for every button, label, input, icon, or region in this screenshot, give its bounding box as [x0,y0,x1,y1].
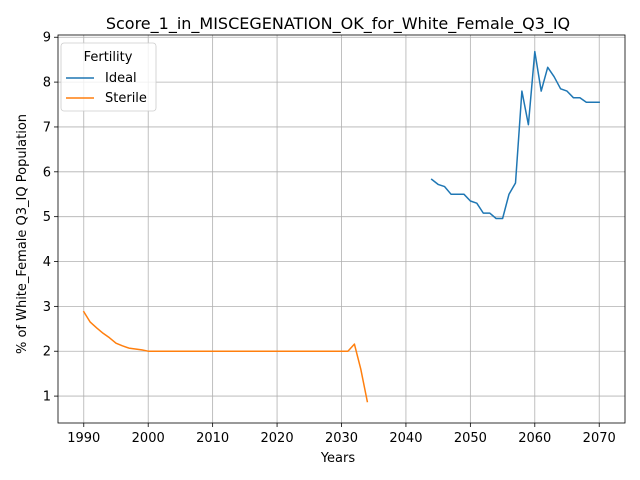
chart-title: Score_1_in_MISCEGENATION_OK_for_White_Fe… [106,14,570,34]
series-lines [82,50,600,403]
legend-label-ideal: Ideal [105,71,137,86]
y-tick-label: 1 [43,390,51,405]
y-tick-label: 5 [43,210,51,225]
series-line-sterile [82,310,369,403]
y-tick-label: 6 [43,165,51,180]
legend-box [60,42,157,112]
x-tick-label: 2060 [518,431,551,446]
legend: Fertility Ideal Sterile [60,42,157,112]
legend-title: Fertility [84,50,133,65]
x-axis-ticks: 1990 2000 2010 2020 2030 2040 2050 2060 2070 [67,423,616,446]
y-tick-label: 8 [43,76,51,91]
x-axis-label: Years [320,451,356,466]
y-tick-label: 9 [43,31,51,46]
x-tick-label: 2010 [196,431,229,446]
legend-label-sterile: Sterile [105,91,147,106]
x-tick-label: 2040 [389,431,422,446]
x-tick-label: 2030 [325,431,358,446]
y-tick-label: 4 [43,255,51,270]
x-tick-label: 1990 [67,431,100,446]
y-tick-label: 3 [43,300,51,315]
x-tick-label: 2020 [261,431,294,446]
x-tick-label: 2070 [583,431,616,446]
series-line-ideal [430,50,600,220]
y-tick-label: 7 [43,120,51,135]
y-axis-label: % of White_Female Q3_IQ Population [15,114,30,354]
x-tick-label: 2050 [454,431,487,446]
y-axis-ticks: 1 2 3 4 5 6 7 8 9 [43,31,58,405]
x-tick-label: 2000 [132,431,165,446]
y-tick-label: 2 [43,345,51,360]
